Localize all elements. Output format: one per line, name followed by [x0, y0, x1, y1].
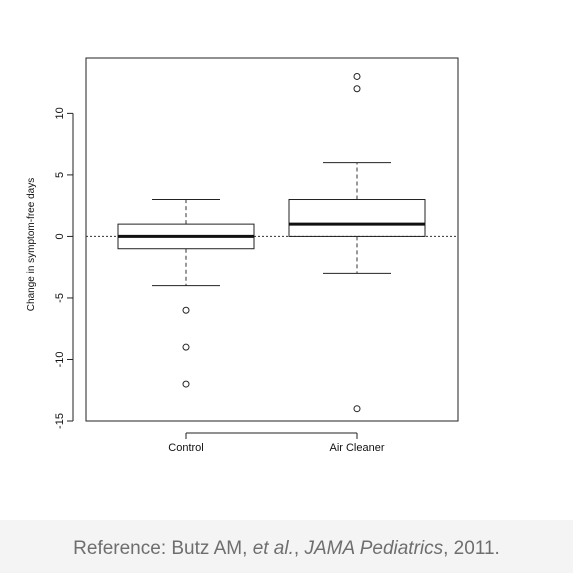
- box-0: [117, 199, 255, 388]
- reference-year: , 2011.: [443, 538, 500, 559]
- y-axis: -15 -10 -5 0 5 10: [54, 107, 74, 429]
- reference-journal: JAMA Pediatrics: [304, 538, 444, 559]
- y-tick-label: 10: [54, 107, 66, 119]
- box-1: [288, 72, 426, 413]
- reference-etal: et al.: [252, 538, 294, 559]
- y-axis-label: Change in symptom-free days: [26, 178, 37, 311]
- outlier-point: [353, 85, 361, 93]
- outlier-point: [182, 306, 190, 314]
- y-tick-label: 5: [54, 172, 66, 178]
- reference-sep: ,: [293, 538, 305, 559]
- reference-citation: Reference: Butz AM, et al., JAMA Pediatr…: [0, 538, 573, 560]
- x-tick-label: Control: [168, 442, 203, 454]
- boxplot-chart: -15 -10 -5 0 5 10 Control Air Cleaner Change i…: [26, 57, 459, 454]
- outlier-point: [182, 380, 190, 388]
- outlier-point: [353, 72, 361, 80]
- outlier-point: [182, 343, 190, 351]
- y-tick-label: -10: [54, 352, 66, 368]
- boxes-group: [117, 72, 426, 413]
- y-tick-label: -5: [54, 293, 66, 303]
- reference-prefix: Reference: Butz AM,: [73, 538, 253, 559]
- x-axis: Control Air Cleaner: [168, 432, 385, 454]
- plot-frame: [85, 57, 459, 422]
- outlier-point: [353, 405, 361, 413]
- footer-bar: [0, 520, 573, 573]
- y-tick-label: -15: [54, 413, 66, 429]
- y-tick-label: 0: [54, 233, 66, 239]
- x-tick-label: Air Cleaner: [329, 442, 384, 454]
- iqr-box: [288, 199, 426, 237]
